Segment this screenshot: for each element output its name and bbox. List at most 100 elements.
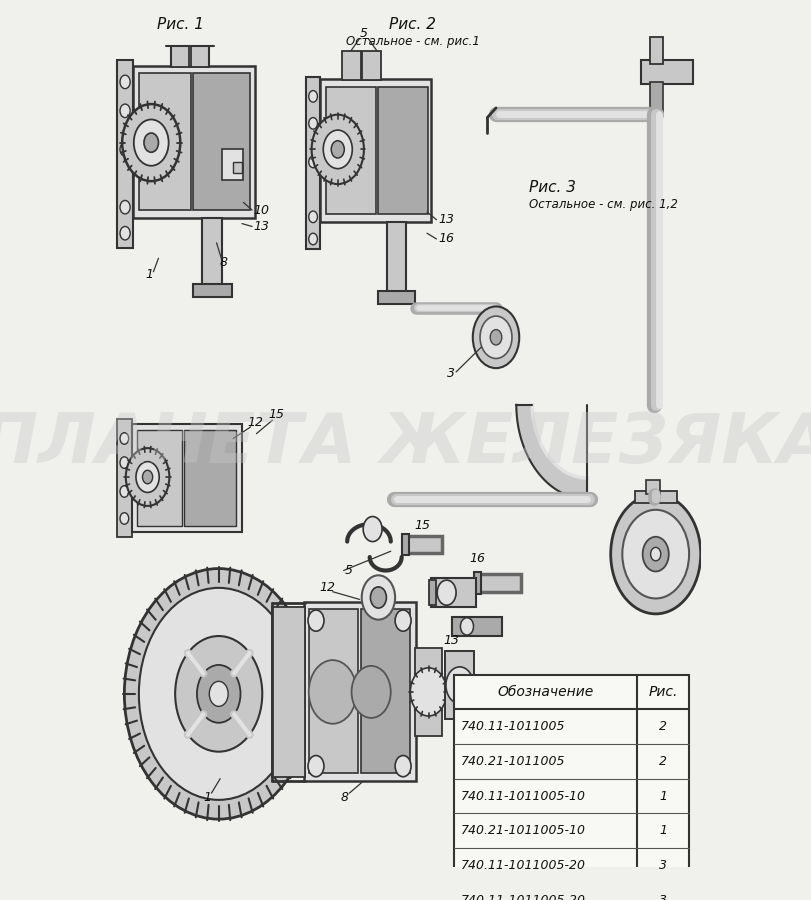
Text: 15: 15 [414, 518, 430, 532]
Bar [117, 419, 131, 536]
Text: Рис. 2: Рис. 2 [388, 16, 436, 32]
Text: 740.11-1011005: 740.11-1011005 [461, 720, 565, 733]
Circle shape [490, 329, 501, 345]
Text: 740.11-1011005-20: 740.11-1011005-20 [461, 894, 586, 900]
Text: 15: 15 [268, 408, 285, 421]
Circle shape [445, 667, 473, 704]
Bar [429, 580, 436, 605]
Circle shape [197, 665, 240, 723]
Circle shape [124, 569, 313, 819]
Circle shape [120, 457, 129, 468]
Circle shape [323, 130, 352, 168]
Text: 3: 3 [446, 367, 454, 381]
Circle shape [209, 681, 228, 706]
Text: 740.21-1011005: 740.21-1011005 [461, 755, 565, 768]
Circle shape [395, 755, 410, 777]
Text: 5: 5 [359, 27, 367, 40]
Text: 8: 8 [220, 256, 228, 268]
Text: 13: 13 [437, 213, 453, 226]
Text: Обозначение: Обозначение [496, 685, 593, 699]
Bar [341, 51, 361, 80]
Text: Рис. 3: Рис. 3 [528, 180, 575, 195]
Circle shape [139, 588, 298, 800]
Bar [136, 430, 182, 526]
Bar [133, 66, 255, 218]
Bar [192, 284, 231, 297]
Bar [272, 608, 305, 777]
Bar [414, 648, 442, 736]
Circle shape [120, 76, 130, 89]
Bar [473, 572, 480, 594]
Text: 13: 13 [443, 634, 458, 647]
Text: Остальное - см. рис.1: Остальное - см. рис.1 [345, 35, 478, 48]
Circle shape [410, 668, 446, 716]
Circle shape [144, 133, 158, 152]
Text: 740.21-1011005-10: 740.21-1011005-10 [461, 824, 586, 837]
Circle shape [120, 142, 130, 156]
Circle shape [307, 755, 324, 777]
Bar [453, 675, 689, 900]
Circle shape [479, 316, 512, 358]
Bar [183, 430, 236, 526]
Text: 1: 1 [659, 824, 666, 837]
Bar [191, 46, 209, 68]
Circle shape [142, 471, 152, 484]
Bar [361, 609, 410, 773]
Text: 2: 2 [659, 755, 666, 768]
Circle shape [472, 307, 518, 368]
Bar [452, 616, 501, 636]
Text: 8: 8 [341, 791, 349, 805]
Bar [139, 73, 191, 210]
Text: 1: 1 [659, 789, 666, 803]
Circle shape [120, 513, 129, 524]
Circle shape [175, 636, 262, 752]
Circle shape [308, 211, 317, 222]
Text: 13: 13 [253, 220, 269, 233]
Text: Остальное - см. рис. 1,2: Остальное - см. рис. 1,2 [528, 198, 676, 211]
Circle shape [120, 486, 129, 498]
Text: 740.11-1011005-20: 740.11-1011005-20 [461, 859, 586, 872]
Text: 2: 2 [659, 720, 666, 733]
Circle shape [120, 433, 129, 445]
Circle shape [135, 462, 159, 492]
Bar [645, 480, 659, 494]
Bar [401, 534, 409, 555]
Text: 12: 12 [320, 581, 335, 594]
Text: 16: 16 [437, 232, 453, 246]
Circle shape [308, 660, 356, 724]
Circle shape [311, 114, 363, 184]
Circle shape [331, 140, 344, 158]
Bar [308, 609, 358, 773]
Circle shape [307, 610, 324, 631]
Text: 3: 3 [659, 859, 666, 872]
Text: 3: 3 [659, 894, 666, 900]
Circle shape [363, 517, 381, 542]
Bar [444, 652, 474, 719]
Bar [403, 536, 441, 554]
Circle shape [395, 610, 410, 631]
Text: 740.11-1011005-10: 740.11-1011005-10 [461, 789, 586, 803]
Bar [362, 51, 381, 80]
Bar [306, 77, 320, 248]
Bar [634, 491, 676, 503]
Circle shape [351, 666, 390, 718]
Text: Рис. 1: Рис. 1 [157, 16, 204, 32]
Circle shape [621, 509, 689, 598]
Text: 12: 12 [247, 416, 263, 428]
Circle shape [460, 617, 473, 635]
Bar [131, 424, 242, 532]
Text: 10: 10 [253, 203, 269, 217]
Circle shape [308, 118, 317, 129]
Bar [233, 162, 242, 174]
Circle shape [436, 580, 456, 605]
Bar [202, 218, 222, 287]
Bar [430, 578, 475, 608]
Circle shape [134, 120, 169, 166]
Circle shape [650, 547, 660, 561]
Circle shape [370, 587, 386, 608]
Bar [641, 59, 693, 84]
Circle shape [361, 575, 395, 620]
Bar [221, 149, 243, 180]
Bar [378, 291, 414, 303]
Text: Рис.: Рис. [647, 685, 677, 699]
